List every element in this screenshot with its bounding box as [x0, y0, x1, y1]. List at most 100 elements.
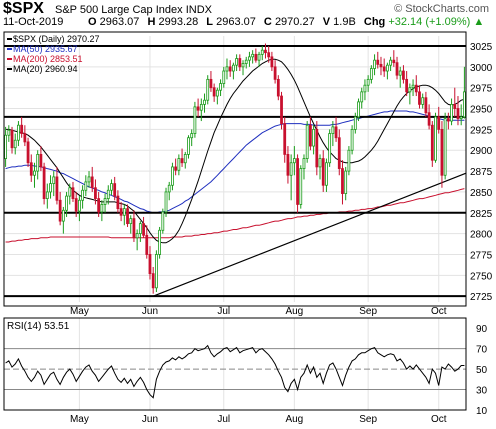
candle-body: [113, 183, 117, 197]
rsi-tick-label: 50: [476, 365, 488, 376]
legend-label: MA(20) 2960.94: [13, 64, 78, 74]
candle-body: [110, 183, 113, 191]
rsi-month-tick-label: Jul: [217, 414, 230, 425]
candle-body: [103, 198, 107, 205]
candle-body: [283, 123, 287, 155]
change-value: +32.14 (+1.09%): [388, 16, 471, 28]
month-tick-label: Aug: [285, 306, 303, 317]
price-tick-label: 2900: [470, 146, 493, 157]
candle-body: [49, 183, 52, 193]
moving-average-layer: [5, 58, 465, 244]
candle-body: [193, 106, 197, 134]
change-label: Chg: [363, 16, 386, 28]
candle-body: [209, 78, 213, 89]
candle-body: [26, 141, 30, 164]
candle-body: [10, 129, 14, 149]
candle-body: [171, 166, 174, 186]
candle-body: [33, 170, 36, 176]
ma20-line: [5, 58, 465, 244]
candle-body: [260, 49, 264, 55]
trendline: [152, 172, 467, 297]
candle-body: [90, 176, 94, 189]
candle-body: [52, 176, 56, 184]
candle-body: [302, 158, 306, 169]
ma200-line: [5, 188, 465, 243]
price-tick-label: 3025: [470, 42, 493, 53]
candle-body: [29, 162, 33, 176]
candle-body: [357, 101, 360, 118]
candle-body: [398, 70, 402, 76]
open-value: 2963.07: [99, 16, 140, 28]
change-up-arrow-icon: ▲: [473, 16, 485, 28]
month-tick-label: May: [70, 306, 89, 317]
candle-layer: [4, 43, 466, 294]
candle-body: [450, 103, 453, 122]
candle-body: [145, 234, 149, 255]
price-tick-label: 3000: [470, 63, 493, 74]
candle-body: [373, 59, 376, 69]
high-label: H: [147, 16, 156, 28]
index-full-name: S&P 500 Large Cap Index: [55, 4, 183, 16]
candle-body: [17, 124, 20, 141]
candle-body: [273, 66, 277, 80]
candle-body: [219, 83, 222, 91]
open-label: O: [88, 16, 97, 28]
axis-layer: 2725 2750 2775 2800 2825 2850 2875 2900 2925 2950…: [70, 42, 493, 425]
rsi-tick-label: 30: [476, 386, 488, 397]
candle-body: [78, 199, 81, 212]
month-tick-label: Sep: [359, 306, 377, 317]
candle-body: [459, 116, 463, 119]
candle-body: [97, 198, 101, 213]
candle-body: [453, 103, 457, 109]
candle-body: [251, 53, 255, 58]
candle-body: [443, 118, 447, 176]
candle-body: [55, 176, 59, 201]
brand-label: © StockCharts.com: [394, 3, 489, 15]
index-name: S&P 500 Large Cap Index INDX: [55, 4, 212, 16]
candle-body: [411, 84, 415, 89]
candle-body: [427, 112, 431, 126]
exchange-label: INDX: [185, 4, 212, 16]
candle-body: [257, 53, 261, 61]
candle-body: [385, 64, 389, 72]
candle-body: [331, 126, 335, 134]
candle-body: [254, 53, 258, 61]
candle-body: [347, 149, 351, 172]
candle-body: [360, 91, 364, 103]
ma50-line: [5, 110, 465, 214]
month-tick-label: Oct: [431, 306, 447, 317]
candle-body: [264, 49, 267, 54]
candle-body: [203, 99, 206, 105]
candle-body: [238, 58, 242, 68]
candle-body: [350, 128, 354, 151]
volume-label: V: [322, 16, 331, 28]
candle-body: [174, 166, 178, 171]
candle-body: [106, 189, 110, 199]
candle-body: [187, 137, 190, 155]
candle-body: [61, 209, 65, 222]
price-tick-label: 2875: [470, 167, 493, 178]
candle-body: [215, 89, 219, 97]
rsi-month-tick-label: May: [70, 414, 89, 425]
candle-body: [408, 87, 412, 93]
candle-body: [158, 229, 162, 255]
candle-body: [321, 158, 325, 186]
candle-body: [308, 124, 312, 147]
candle-body: [177, 158, 181, 171]
candle-body: [276, 78, 280, 97]
candle-body: [100, 204, 104, 213]
price-tick-label: 2950: [470, 105, 493, 116]
candle-body: [65, 195, 68, 211]
candle-body: [289, 162, 293, 176]
chart-header: $SPX S&P 500 Large Cap Index INDX © Stoc…: [0, 0, 496, 30]
candle-body: [199, 103, 203, 111]
candle-body: [206, 78, 210, 101]
candle-body: [421, 97, 425, 105]
candle-body: [212, 87, 216, 97]
candle-body: [154, 254, 158, 289]
candle-body: [292, 158, 296, 164]
rsi-layer: [4, 344, 466, 399]
price-panel-frame: [3, 31, 467, 307]
candle-body: [270, 56, 274, 68]
